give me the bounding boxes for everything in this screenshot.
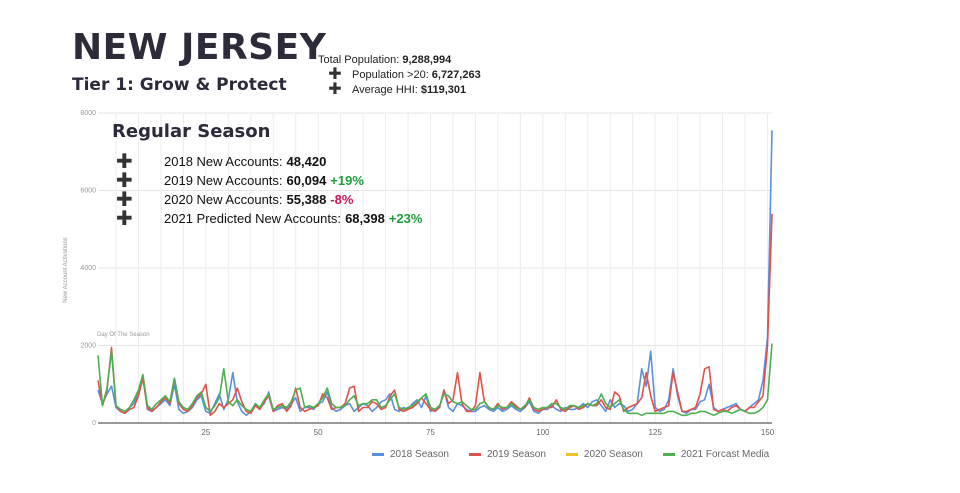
- summary-label: 2019 New Accounts:: [164, 173, 283, 188]
- stat-label: Population >20:: [352, 68, 429, 81]
- chart-axes: 0 2000 4000 6000 8000 25 50 75 100 125 150: [80, 110, 774, 437]
- legend-item-2019[interactable]: 2019 Season: [468, 449, 546, 460]
- summary-title: Regular Season: [112, 121, 271, 142]
- stat-value: 9,288,994: [402, 53, 452, 66]
- y-tick-label: 6000: [80, 188, 96, 195]
- page-title: NEW JERSEY: [72, 27, 327, 68]
- legend-label: 2021 Forcast Media: [680, 449, 770, 460]
- y-tick-label: 8000: [80, 110, 96, 117]
- x-tick-label: 25: [201, 428, 210, 437]
- plus-icon: ✚: [116, 150, 133, 173]
- series-line: [97, 343, 773, 417]
- x-tick-label: 125: [648, 428, 662, 437]
- legend-swatch: [565, 453, 578, 456]
- y-tick-label: 2000: [80, 343, 96, 350]
- x-tick-label: 75: [426, 428, 435, 437]
- stat-population-over-20: ✚ Population >20: 6,727,263: [318, 65, 481, 83]
- legend-label: 2020 Season: [583, 449, 643, 460]
- x-tick-label: 150: [761, 428, 775, 437]
- summary-value: 48,420: [286, 154, 327, 169]
- summary-row-2019: ✚ 2019 New Accounts: 60,094 +19%: [112, 169, 422, 192]
- summary-row-2018: ✚ 2018 New Accounts: 48,420: [112, 150, 422, 173]
- stat-value: $119,301: [420, 83, 467, 96]
- y-axis-title: New Account Activations: [63, 237, 69, 302]
- summary-value: 55,388: [286, 192, 327, 207]
- chart-grid: [98, 112, 772, 423]
- summary-change: -8%: [330, 192, 354, 207]
- plus-icon: ✚: [116, 169, 133, 192]
- summary-label: 2020 New Accounts:: [164, 192, 283, 207]
- stat-value: 6,727,263: [431, 68, 481, 81]
- regular-season-summary: Regular Season ✚ 2018 New Accounts: 48,4…: [112, 121, 423, 230]
- summary-change: +23%: [388, 211, 423, 226]
- legend-label: 2018 Season: [390, 449, 449, 460]
- legend-swatch: [468, 453, 481, 456]
- legend-item-2020[interactable]: 2020 Season: [565, 449, 643, 460]
- legend-label: 2019 Season: [486, 449, 546, 460]
- chart-legend: 2018 Season 2019 Season 2020 Season 2021…: [372, 449, 789, 460]
- summary-row-2021: ✚ 2021 Predicted New Accounts: 68,398 +2…: [112, 207, 423, 230]
- summary-label: 2018 New Accounts:: [164, 154, 283, 169]
- stat-label: Total Population:: [318, 53, 400, 66]
- plus-icon: ✚: [328, 80, 342, 98]
- population-stats: Total Population: 9,288,994 ✚ Population…: [318, 52, 481, 98]
- stat-label: Average HHI:: [352, 83, 418, 96]
- x-tick-label: 50: [314, 428, 323, 437]
- summary-value: 60,094: [286, 173, 327, 188]
- legend-swatch: [662, 453, 675, 456]
- plus-icon: ✚: [116, 188, 133, 211]
- legend-swatch: [372, 453, 384, 456]
- chart-series: [97, 130, 773, 417]
- summary-value: 68,398: [345, 211, 385, 226]
- legend-item-2018[interactable]: 2018 Season: [372, 449, 449, 460]
- x-tick-label: 100: [536, 428, 550, 437]
- plus-icon: ✚: [116, 207, 133, 230]
- summary-row-2020: ✚ 2020 New Accounts: 55,388 -8%: [112, 188, 422, 211]
- stat-average-hhi: ✚ Average HHI: $119,301: [318, 80, 481, 98]
- legend-item-2021[interactable]: 2021 Forcast Media: [662, 449, 770, 460]
- y-tick-label: 0: [92, 420, 96, 427]
- summary-label: 2021 Predicted New Accounts:: [164, 211, 342, 226]
- summary-change: +19%: [330, 173, 364, 188]
- x-axis-title: Day Of The Season: [97, 332, 150, 338]
- page-subtitle: Tier 1: Grow & Protect: [72, 75, 287, 95]
- y-tick-label: 4000: [80, 265, 96, 272]
- stat-total-population: Total Population: 9,288,994: [318, 52, 481, 67]
- plus-icon: ✚: [328, 65, 342, 83]
- series-line: [97, 213, 773, 417]
